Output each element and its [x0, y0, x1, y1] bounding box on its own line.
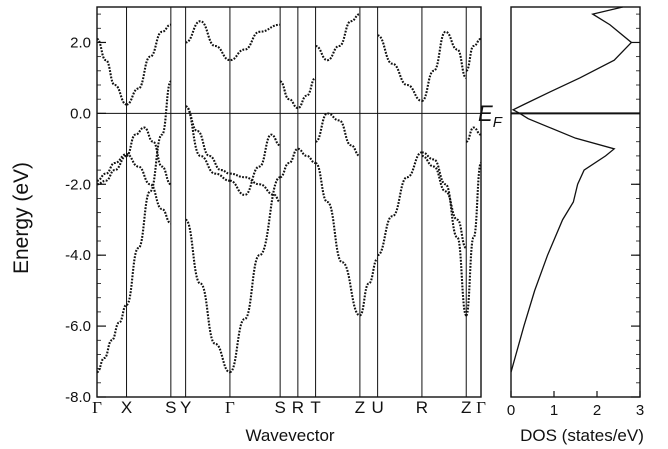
band-y-tick-label: -4.0	[65, 247, 91, 264]
dos-x-axis-title: DOS (states/eV)	[520, 426, 644, 445]
band-curve	[465, 161, 483, 317]
fermi-energy-label-sub: F	[493, 114, 503, 131]
band-y-tick-label: -8.0	[65, 389, 91, 406]
band-curve	[184, 218, 231, 374]
dos-x-tick-label: 2	[593, 402, 601, 419]
band-kpoint-label: R	[416, 398, 428, 417]
band-kpoint-label: Γ	[92, 398, 102, 417]
band-y-tick-label: -2.0	[65, 176, 91, 193]
band-kpoint-label: T	[310, 398, 320, 417]
band-kpoint-label: U	[371, 398, 383, 417]
dos-curve	[510, 6, 633, 373]
band-y-axis-title: Energy (eV)	[10, 162, 33, 274]
band-curve	[421, 151, 468, 317]
band-curve	[96, 154, 127, 186]
fermi-energy-label-main: E	[478, 101, 493, 126]
band-kpoint-label: Z	[355, 398, 365, 417]
fermi-energy-label: EF	[478, 101, 503, 131]
dos-y-ticks	[631, 13, 640, 398]
band-curve	[465, 37, 482, 72]
band-curve	[377, 34, 423, 103]
band-kpoint-label: Z	[461, 398, 471, 417]
dos-frame	[510, 6, 641, 398]
band-curve	[229, 133, 281, 196]
band-kpoint-label: X	[121, 398, 132, 417]
band-curve	[314, 161, 361, 317]
band-x-axis-title: Wavevector	[245, 426, 334, 445]
dos-x-tick-label: 1	[550, 402, 558, 419]
band-curve	[125, 126, 172, 186]
band-kpoint-label: S	[274, 398, 285, 417]
band-kpoint-label: Γ	[476, 398, 486, 417]
band-curve	[279, 147, 316, 179]
band-lines	[96, 13, 483, 374]
band-curve	[96, 303, 128, 374]
band-y-tick-label: 0.0	[70, 105, 91, 122]
band-curve	[126, 23, 172, 106]
dos-x-tick-label: 3	[636, 402, 644, 419]
band-curve	[315, 13, 361, 62]
band-curve	[228, 176, 282, 374]
band-kpoint-label: S	[165, 398, 176, 417]
band-curve	[96, 37, 127, 106]
band-curve	[315, 112, 361, 157]
band-curve	[465, 126, 482, 143]
band-curve	[377, 151, 423, 257]
band-curve	[229, 172, 281, 204]
band-curve	[421, 30, 468, 103]
band-y-tick-label: -6.0	[65, 318, 91, 335]
band-curve	[126, 153, 172, 225]
band-y-tick-label: 2.0	[70, 34, 91, 51]
band-curve	[358, 257, 379, 317]
band-frame	[96, 6, 482, 398]
band-curve	[125, 80, 172, 306]
band-kpoint-label: Γ	[225, 398, 235, 417]
band-curve	[185, 20, 281, 62]
dos-panel: 0 1 2 3 DOS (states/eV) EF	[478, 6, 644, 445]
dos-x-tick-label: 0	[507, 402, 515, 419]
band-kpoint-label: Y	[180, 398, 191, 417]
band-curve	[421, 154, 468, 250]
band-curve	[184, 105, 231, 182]
band-kpoint-lines	[126, 7, 467, 397]
band-y-ticks: 2.0 0.0 -2.0 -4.0 -6.0 -8.0	[65, 13, 106, 406]
dos-x-ticks: 0 1 2 3	[507, 391, 644, 419]
band-kpoint-label: R	[292, 398, 304, 417]
